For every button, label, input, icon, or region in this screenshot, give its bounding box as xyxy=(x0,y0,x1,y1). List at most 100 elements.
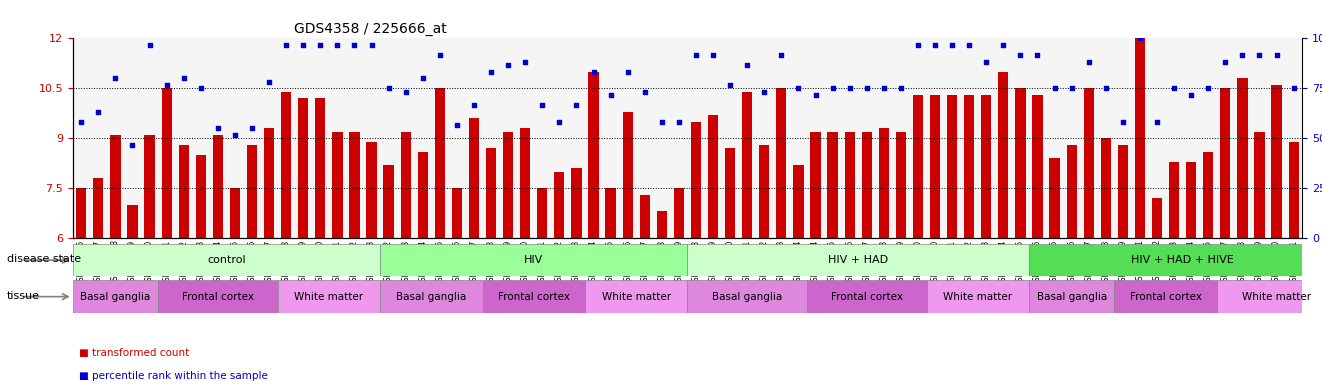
Bar xyxy=(964,95,974,238)
FancyBboxPatch shape xyxy=(806,280,927,313)
FancyBboxPatch shape xyxy=(927,280,1029,313)
Bar xyxy=(1169,162,1179,238)
Bar xyxy=(912,95,923,238)
Bar xyxy=(332,132,342,238)
Bar xyxy=(1015,88,1026,238)
Bar xyxy=(793,165,804,238)
Text: GDS4358 / 225666_at: GDS4358 / 225666_at xyxy=(293,22,447,36)
Point xyxy=(941,42,962,48)
Bar xyxy=(144,135,155,238)
Text: Frontal cortex: Frontal cortex xyxy=(1129,291,1202,302)
Bar xyxy=(709,115,718,238)
Point xyxy=(1249,52,1270,58)
Bar xyxy=(828,132,838,238)
Point xyxy=(890,85,911,91)
Bar xyxy=(1237,78,1248,238)
Point xyxy=(1044,85,1066,91)
Point xyxy=(874,85,895,91)
Bar xyxy=(196,155,206,238)
Bar xyxy=(605,188,616,238)
Point xyxy=(292,42,313,48)
Text: HIV: HIV xyxy=(524,255,543,265)
Point xyxy=(430,52,451,58)
Bar xyxy=(724,148,735,238)
Point xyxy=(395,89,416,95)
Bar xyxy=(486,148,496,238)
Text: Frontal cortex: Frontal cortex xyxy=(182,291,254,302)
FancyBboxPatch shape xyxy=(73,280,159,313)
Text: ■ percentile rank within the sample: ■ percentile rank within the sample xyxy=(79,371,268,381)
Bar xyxy=(981,95,992,238)
Point xyxy=(1198,85,1219,91)
Bar xyxy=(759,145,769,238)
Bar xyxy=(776,88,787,238)
Point xyxy=(1112,119,1133,125)
Point xyxy=(583,69,604,75)
Bar xyxy=(1289,142,1298,238)
Bar xyxy=(640,195,650,238)
Text: White matter: White matter xyxy=(943,291,1013,302)
Point xyxy=(173,75,194,81)
Bar xyxy=(1067,145,1076,238)
Bar xyxy=(502,132,513,238)
Point xyxy=(412,75,434,81)
Point xyxy=(617,69,639,75)
Point xyxy=(600,92,621,98)
Point xyxy=(1129,35,1150,41)
Point xyxy=(924,42,945,48)
Point xyxy=(242,125,263,131)
Point xyxy=(822,85,843,91)
Point xyxy=(1095,85,1116,91)
Bar xyxy=(947,95,957,238)
FancyBboxPatch shape xyxy=(159,280,278,313)
Bar xyxy=(1134,38,1145,238)
Text: Frontal cortex: Frontal cortex xyxy=(830,291,903,302)
FancyBboxPatch shape xyxy=(1114,280,1216,313)
Point xyxy=(225,132,246,138)
Bar xyxy=(1203,152,1214,238)
Point xyxy=(1232,52,1253,58)
Point xyxy=(857,85,878,91)
Bar xyxy=(554,172,564,238)
Bar xyxy=(588,72,599,238)
Point xyxy=(1027,52,1048,58)
Bar xyxy=(1050,158,1060,238)
Point xyxy=(1079,59,1100,65)
Text: control: control xyxy=(208,255,246,265)
Point xyxy=(208,125,229,131)
Text: Basal ganglia: Basal ganglia xyxy=(397,291,467,302)
Point xyxy=(361,42,382,48)
Point xyxy=(531,102,553,108)
Point xyxy=(156,82,177,88)
Bar xyxy=(469,118,479,238)
Bar xyxy=(1186,162,1196,238)
Bar xyxy=(230,188,241,238)
Text: tissue: tissue xyxy=(7,291,40,301)
Bar xyxy=(282,92,291,238)
Bar xyxy=(1118,145,1128,238)
FancyBboxPatch shape xyxy=(584,280,687,313)
Point xyxy=(104,75,126,81)
Point xyxy=(1062,85,1083,91)
Point xyxy=(839,85,861,91)
Bar xyxy=(674,188,683,238)
Point xyxy=(1215,59,1236,65)
Point xyxy=(70,119,91,125)
Point xyxy=(669,119,690,125)
Point xyxy=(1181,92,1202,98)
Point xyxy=(344,42,365,48)
Bar xyxy=(879,128,888,238)
Point xyxy=(87,109,108,115)
Bar xyxy=(810,132,821,238)
Bar xyxy=(1151,198,1162,238)
Bar xyxy=(93,178,103,238)
Text: ■ transformed count: ■ transformed count xyxy=(79,348,189,358)
FancyBboxPatch shape xyxy=(1216,280,1322,313)
Text: Basal ganglia: Basal ganglia xyxy=(1036,291,1107,302)
Bar xyxy=(998,72,1009,238)
Bar xyxy=(896,132,906,238)
Bar xyxy=(623,112,633,238)
Point xyxy=(736,62,758,68)
Bar xyxy=(1255,132,1265,238)
Bar xyxy=(418,152,428,238)
